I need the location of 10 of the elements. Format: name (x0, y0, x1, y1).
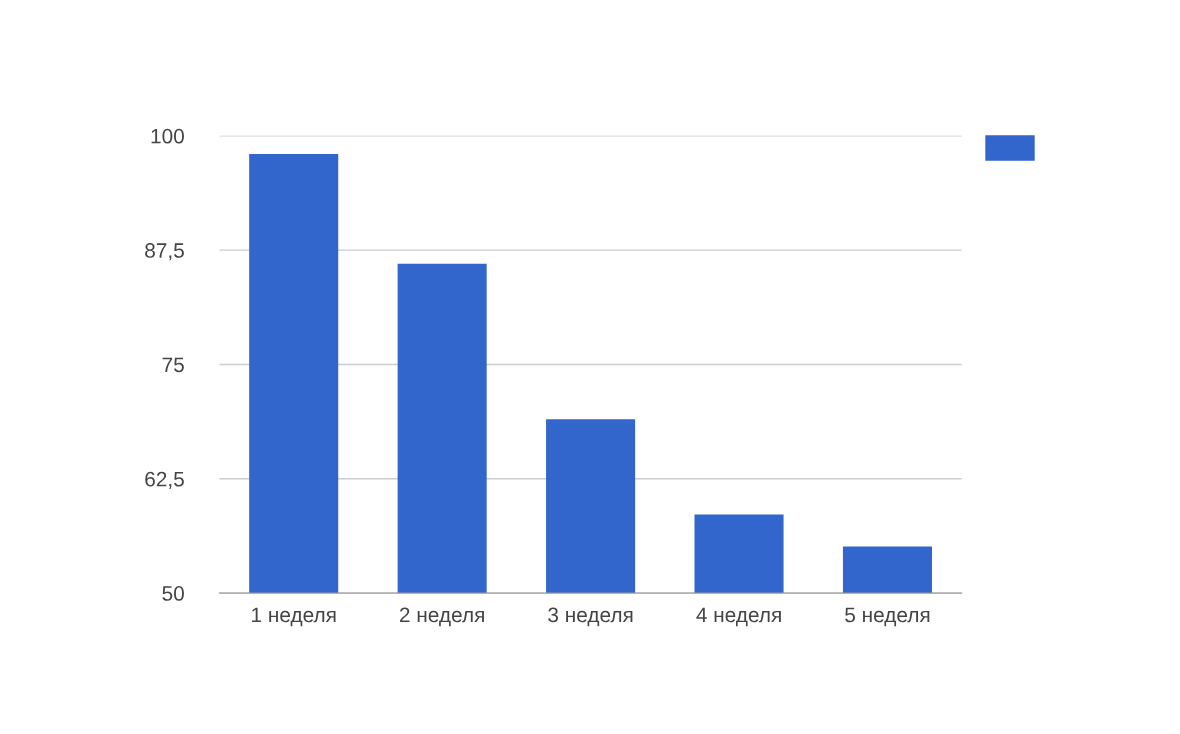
y-tick-label: 75 (162, 357, 184, 373)
x-tick-label: 2 неделя (399, 607, 484, 627)
x-tick-label: 3 неделя (548, 607, 633, 627)
x-tick-label: 1 неделя (252, 607, 336, 627)
x-tick-label: 4 неделя (696, 607, 781, 627)
y-tick-label: 62,5 (145, 471, 184, 489)
y-tick-label: 87,5 (145, 243, 184, 261)
y-tick-label: 50 (162, 586, 184, 601)
y-tick-label: 100 (151, 128, 184, 144)
x-tick-label: 5 неделя (845, 607, 930, 627)
